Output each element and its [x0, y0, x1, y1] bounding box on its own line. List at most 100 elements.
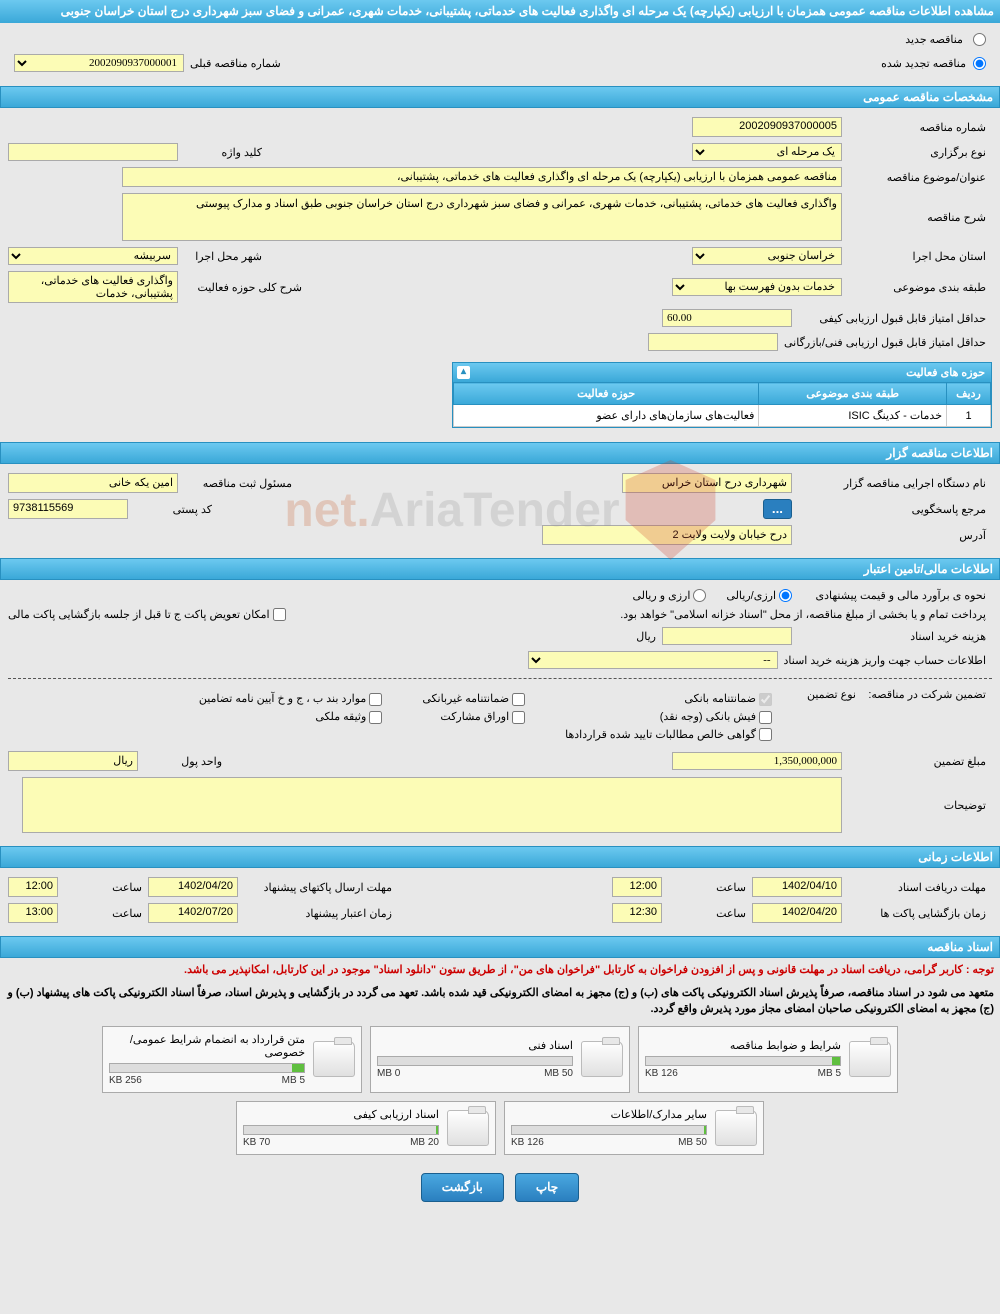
field-address: درح خیابان ولایت ولایت 2 — [542, 525, 792, 545]
input-guarantee-amount[interactable] — [672, 752, 842, 770]
folder-icon — [313, 1041, 355, 1077]
print-button[interactable]: چاپ — [515, 1173, 579, 1202]
field-currency: ريال — [8, 751, 138, 771]
cb-g5[interactable] — [512, 711, 525, 724]
radio-new-tender[interactable] — [973, 33, 986, 46]
label-postal: کد پستی — [128, 503, 218, 516]
field-send-date: 1402/04/20 — [148, 877, 238, 897]
documents-red-note: توجه : کاربر گرامی، دریافت اسناد در مهلت… — [0, 958, 1000, 983]
file-progress-bar — [109, 1063, 305, 1073]
checkbox-exchange[interactable] — [273, 608, 286, 621]
col-row: ردیف — [947, 383, 991, 405]
col-scope: حوزه فعالیت — [454, 383, 759, 405]
file-total: 50 MB — [678, 1137, 707, 1148]
cb-g7[interactable] — [759, 728, 772, 741]
label-category: طبقه بندی موضوعی — [842, 281, 992, 294]
label-est1: ارزی/ریالی — [726, 589, 776, 602]
response-lookup-button[interactable]: ... — [763, 499, 792, 519]
label-city: شهر محل اجرا — [178, 250, 268, 263]
input-doc-price[interactable] — [662, 627, 792, 645]
select-account[interactable]: -- — [528, 651, 778, 669]
file-used: 126 KB — [511, 1137, 544, 1148]
label-doc-price: هزینه خرید اسناد — [792, 630, 992, 643]
select-city[interactable]: سربیشه — [8, 247, 178, 265]
field-receive-time: 12:00 — [612, 877, 662, 897]
label-new-tender: مناقصه جدید — [905, 34, 963, 46]
section-general: مشخصات مناقصه عمومی — [0, 86, 1000, 108]
back-button[interactable]: بازگشت — [421, 1173, 504, 1202]
label-notes: توضیحات — [842, 799, 992, 812]
label-min-tech: حداقل امتیاز قابل قبول ارزیابی فنی/بازرگ… — [778, 336, 992, 349]
folder-icon — [581, 1041, 623, 1077]
cb-g2[interactable] — [512, 693, 525, 706]
radio-estimate-2[interactable] — [693, 589, 706, 602]
file-used: 126 KB — [645, 1068, 678, 1079]
field-send-time: 12:00 — [8, 877, 58, 897]
label-currency: واحد پول — [138, 755, 228, 768]
input-keyword[interactable] — [8, 143, 178, 161]
section-documents: اسناد مناقصه — [0, 936, 1000, 958]
label-renew-tender: مناقصه تجدید شده — [881, 57, 966, 70]
input-min-quality[interactable] — [662, 309, 792, 327]
input-min-tech[interactable] — [648, 333, 778, 351]
file-title: متن قرارداد به انضمام شرایط عمومی/خصوصی — [109, 1033, 305, 1063]
source-note: پرداخت تمام و یا بخشی از مبلغ مناقصه، از… — [614, 608, 992, 621]
label-validity-time: ساعت — [58, 907, 148, 920]
cb-g1 — [759, 693, 772, 706]
field-open-time: 12:30 — [612, 903, 662, 923]
field-validity-time: 13:00 — [8, 903, 58, 923]
label-account: اطلاعات حساب جهت واریز هزینه خرید اسناد — [778, 654, 992, 667]
label-desc: شرح مناقصه — [842, 211, 992, 224]
label-type: نوع برگزاری — [842, 146, 992, 159]
folder-icon — [715, 1110, 757, 1146]
file-progress-bar — [645, 1056, 841, 1066]
file-card[interactable]: شرایط و ضوابط مناقصه5 MB126 KB — [638, 1026, 898, 1093]
label-scope: شرح کلی حوزه فعالیت — [178, 281, 308, 294]
label-receive-deadline: مهلت دریافت اسناد — [842, 881, 992, 894]
field-subject: مناقصه عمومی همزمان با ارزیابی (یکپارچه)… — [122, 167, 842, 187]
label-est2: ارزی و ریالی — [632, 589, 690, 602]
field-open-date: 1402/04/20 — [752, 903, 842, 923]
label-province: استان محل اجرا — [842, 250, 992, 263]
label-validity: زمان اعتبار پیشنهاد — [238, 907, 398, 920]
field-desc: واگذاری فعالیت های خدماتی، پشتیبانی، خدم… — [122, 193, 842, 241]
file-card[interactable]: اسناد فنی50 MB0 MB — [370, 1026, 630, 1093]
select-province[interactable]: خراسان جنوبی — [692, 247, 842, 265]
section-organizer: اطلاعات مناقصه گزار — [0, 442, 1000, 464]
label-response: مرجع پاسخگویی — [792, 503, 992, 516]
field-org: شهرداری درح استان خراس — [622, 473, 792, 493]
label-send-time: ساعت — [58, 881, 148, 894]
file-card[interactable]: سایر مدارک/اطلاعات50 MB126 KB — [504, 1101, 764, 1155]
file-used: 0 MB — [377, 1068, 400, 1079]
radio-renew-tender[interactable] — [973, 57, 986, 70]
cb-g3[interactable] — [369, 693, 382, 706]
label-keyword: کلید واژه — [178, 146, 268, 159]
file-card[interactable]: اسناد ارزیابی کیفی20 MB70 KB — [236, 1101, 496, 1155]
label-guarantee-type: نوع تضمین — [772, 688, 862, 701]
documents-black-note: متعهد می شود در اسناد مناقصه، صرفاً پذیر… — [0, 983, 1000, 1020]
grid-collapse-icon[interactable]: ▴ — [457, 366, 470, 379]
label-receive-time: ساعت — [662, 881, 752, 894]
activity-grid: حوزه های فعالیت ▴ ردیف طبقه بندی موضوعی … — [452, 362, 992, 428]
select-prev-number[interactable]: 2002090937000001 — [14, 54, 184, 72]
label-exchange: امکان تعویض پاکت ج تا قبل از جلسه بازگشا… — [8, 608, 270, 621]
field-scope: واگذاری فعالیت های خدماتی، پشتیبانی، خدم… — [8, 271, 178, 303]
folder-icon — [447, 1110, 489, 1146]
label-registrant: مسئول ثبت مناقصه — [178, 477, 298, 490]
cb-g4[interactable] — [759, 711, 772, 724]
file-used: 70 KB — [243, 1137, 270, 1148]
select-type[interactable]: یک مرحله ای — [692, 143, 842, 161]
file-progress-bar — [243, 1125, 439, 1135]
file-progress-bar — [511, 1125, 707, 1135]
file-used: 256 KB — [109, 1075, 142, 1086]
field-validity-date: 1402/07/20 — [148, 903, 238, 923]
file-card[interactable]: متن قرارداد به انضمام شرایط عمومی/خصوصی5… — [102, 1026, 362, 1093]
label-open-time: ساعت — [662, 907, 752, 920]
cb-g6[interactable] — [369, 711, 382, 724]
select-category[interactable]: خدمات بدون فهرست بها — [672, 278, 842, 296]
field-postal: 9738115569 — [8, 499, 128, 519]
label-min-quality: حداقل امتیاز قابل قبول ارزیابی کیفی — [792, 312, 992, 325]
field-receive-date: 1402/04/10 — [752, 877, 842, 897]
label-estimate: نحوه ی برآورد مالی و قیمت پیشنهادی — [792, 589, 992, 602]
radio-estimate-1[interactable] — [779, 589, 792, 602]
